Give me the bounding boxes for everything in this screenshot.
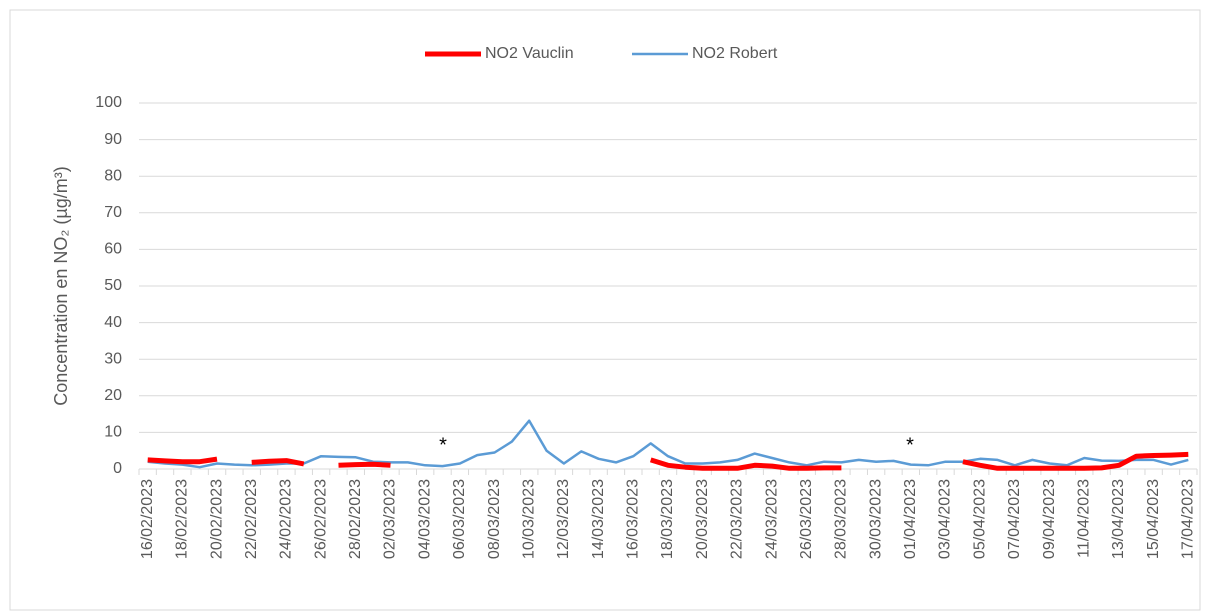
x-tick-label: 08/03/2023 bbox=[486, 479, 503, 559]
y-tick-label: 40 bbox=[104, 314, 122, 331]
x-tick-label: 13/04/2023 bbox=[1110, 479, 1127, 559]
x-tick-label: 15/04/2023 bbox=[1145, 479, 1162, 559]
y-tick-label: 70 bbox=[104, 204, 122, 221]
y-tick-label: 100 bbox=[95, 94, 122, 111]
y-tick-label: 10 bbox=[104, 424, 122, 441]
y-tick-label: 30 bbox=[104, 350, 122, 367]
x-tick-label: 28/03/2023 bbox=[833, 479, 850, 559]
x-tick-label: 06/03/2023 bbox=[451, 479, 468, 559]
x-tick-label: 26/02/2023 bbox=[312, 479, 329, 559]
x-tick-label: 22/03/2023 bbox=[729, 479, 746, 559]
y-tick-label: 50 bbox=[104, 277, 122, 294]
series-line bbox=[147, 451, 1189, 471]
x-tick-label: 05/04/2023 bbox=[971, 479, 988, 559]
y-tick-label: 20 bbox=[104, 387, 122, 404]
x-tick-label: 20/03/2023 bbox=[694, 479, 711, 559]
x-tick-label: 28/02/2023 bbox=[347, 479, 364, 559]
x-tick-label: 22/02/2023 bbox=[243, 479, 260, 559]
legend-label: NO2 Vauclin bbox=[485, 45, 574, 62]
x-tick-label: 07/04/2023 bbox=[1006, 479, 1023, 559]
x-tick-label: 17/04/2023 bbox=[1180, 479, 1197, 559]
x-tick-label: 30/03/2023 bbox=[867, 479, 884, 559]
y-tick-label: 90 bbox=[104, 131, 122, 148]
chart-border bbox=[9, 9, 1201, 611]
x-tick-label: 02/03/2023 bbox=[382, 479, 399, 559]
series-line bbox=[147, 419, 1189, 469]
x-tick-label: 26/03/2023 bbox=[798, 479, 815, 559]
annotation: * bbox=[439, 434, 447, 456]
x-tick-label: 12/03/2023 bbox=[555, 479, 572, 559]
y-tick-label: 60 bbox=[104, 241, 122, 258]
x-tick-label: 14/03/2023 bbox=[590, 479, 607, 559]
y-tick-label: 80 bbox=[104, 167, 122, 184]
y-axis-label: Concentration en NO₂ (µg/m³) bbox=[51, 166, 71, 405]
y-tick-label: 0 bbox=[113, 460, 122, 477]
x-tick-label: 20/02/2023 bbox=[208, 479, 225, 559]
x-tick-label: 16/02/2023 bbox=[139, 479, 156, 559]
x-tick-label: 24/03/2023 bbox=[763, 479, 780, 559]
x-tick-label: 18/02/2023 bbox=[174, 479, 191, 559]
legend-label: NO2 Robert bbox=[692, 45, 778, 62]
x-tick-label: 01/04/2023 bbox=[902, 479, 919, 559]
x-tick-label: 24/02/2023 bbox=[278, 479, 295, 559]
x-tick-label: 11/04/2023 bbox=[1075, 479, 1092, 558]
x-tick-label: 16/03/2023 bbox=[625, 479, 642, 559]
annotation: * bbox=[906, 434, 914, 456]
x-tick-label: 10/03/2023 bbox=[520, 479, 537, 559]
x-tick-label: 04/03/2023 bbox=[416, 479, 433, 559]
x-tick-label: 09/04/2023 bbox=[1041, 479, 1058, 559]
x-tick-label: 03/04/2023 bbox=[937, 479, 954, 559]
x-tick-label: 18/03/2023 bbox=[659, 479, 676, 559]
